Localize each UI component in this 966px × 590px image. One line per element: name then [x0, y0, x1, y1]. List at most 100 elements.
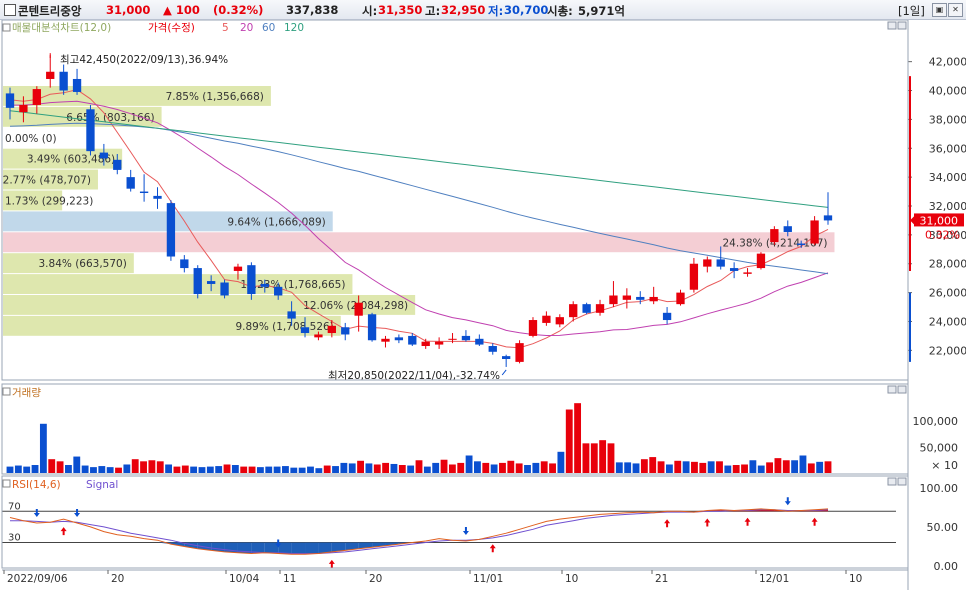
- candle-body: [569, 304, 578, 318]
- rsi-axis-label: 0.00: [934, 560, 959, 573]
- volume-bar: [799, 455, 807, 473]
- volume-bar: [365, 463, 373, 473]
- volume-bar: [465, 455, 473, 473]
- candle-body: [729, 268, 739, 271]
- volume-bar: [540, 461, 548, 473]
- volume-bar: [198, 467, 206, 473]
- volume-bar: [749, 460, 757, 473]
- candle-body: [609, 295, 618, 305]
- volume-bar: [56, 461, 64, 473]
- legend-volume: 거래량: [12, 387, 41, 399]
- rsi-oversold-fill: [372, 542, 386, 548]
- volume-bar: [607, 443, 615, 473]
- volume-bar: [123, 464, 131, 473]
- candle-body: [59, 71, 68, 91]
- volume-bar: [824, 461, 832, 473]
- volume-profile-label: 7.85% (1,356,668): [166, 91, 264, 103]
- x-axis-label: 2022/09/06: [7, 573, 68, 585]
- legend-profile: 매물대분석차트(12,0): [12, 22, 111, 34]
- price-axis-label: 40,000: [929, 85, 966, 98]
- volume-bar: [674, 460, 682, 473]
- candle-body: [528, 320, 538, 336]
- candle-body: [247, 265, 256, 295]
- volume-bar: [398, 465, 406, 473]
- volume-bar: [732, 465, 740, 473]
- legend-box-icon: [2, 387, 11, 396]
- volume-bar: [240, 466, 248, 473]
- volume-bar: [640, 459, 648, 473]
- volume-bar: [649, 457, 657, 473]
- candle-body: [488, 346, 497, 352]
- volume-bar: [81, 465, 89, 473]
- open-label: 시:: [362, 4, 378, 18]
- candle-body: [300, 327, 310, 334]
- candle-body: [180, 259, 189, 269]
- volume-bar: [624, 462, 632, 473]
- candle-body: [649, 296, 658, 302]
- volume-bar: [482, 462, 490, 473]
- volume-bar: [206, 466, 214, 473]
- candle-body: [32, 89, 41, 105]
- volume-bar: [181, 465, 189, 473]
- candle-body: [153, 195, 162, 199]
- panel-close-icon: [897, 21, 907, 30]
- volume-bar: [782, 460, 790, 473]
- volume-bar: [557, 451, 565, 473]
- candle-body: [743, 272, 752, 274]
- candle-body: [421, 341, 430, 347]
- candle-body: [113, 159, 122, 170]
- period-selector[interactable]: [1일]: [898, 4, 925, 18]
- high-label: 고:: [425, 4, 441, 18]
- legend-rsi: RSI(14,6): [12, 479, 61, 491]
- price-axis-label: 24,000: [929, 315, 966, 328]
- x-axis-label: 11: [283, 573, 296, 585]
- volume-bar: [565, 409, 573, 473]
- open-value: 31,350: [378, 3, 423, 17]
- volume-bar: [265, 466, 273, 473]
- volume-bar: [140, 461, 147, 473]
- volume-bar: [423, 466, 431, 473]
- candle-body: [220, 282, 229, 296]
- volume-bar: [298, 467, 306, 473]
- volume-bar: [774, 458, 782, 473]
- volume-bar: [156, 461, 164, 473]
- x-axis-label: 20: [111, 573, 124, 585]
- volume-bar: [532, 462, 540, 473]
- candle-body: [475, 338, 484, 345]
- panel-frame: [1, 383, 909, 475]
- stock-chart: 7.85% (1,356,668)6.65% (803,166)0.00% (0…: [0, 20, 966, 590]
- volume-bar: [582, 443, 590, 473]
- sell-arrow-icon: [74, 509, 81, 517]
- candle-body: [461, 335, 471, 341]
- candle-body: [233, 266, 243, 271]
- rsi-oversold-fill: [237, 542, 252, 554]
- close-icon[interactable]: ✕: [948, 3, 963, 17]
- volume-bar: [499, 462, 506, 473]
- volume-bar: [282, 466, 289, 473]
- volume-axis-label: 50,000: [920, 442, 959, 455]
- volume-bar: [407, 465, 415, 473]
- panel-frame: [1, 20, 909, 381]
- volume-bar: [215, 466, 223, 473]
- volume-profile-band: [3, 190, 63, 211]
- candle-body: [19, 104, 28, 113]
- price-axis-label: 34,000: [929, 171, 966, 184]
- rsi-oversold-fill: [291, 542, 306, 555]
- sell-arrow-icon: [33, 509, 40, 517]
- checkbox-icon[interactable]: [4, 4, 16, 16]
- candle-body: [72, 78, 82, 92]
- price-pointer-icon: [910, 216, 914, 225]
- volume-axis-label: × 10: [931, 459, 958, 472]
- volume-bar: [248, 466, 256, 473]
- price-change-pct: (0.32%): [213, 3, 264, 17]
- volume-bar: [524, 465, 531, 473]
- volume-bar: [457, 462, 465, 473]
- restore-icon[interactable]: ▣: [932, 3, 947, 17]
- volume-bar: [231, 465, 239, 473]
- volume-bar: [332, 466, 339, 473]
- volume-profile-band: [3, 232, 835, 253]
- candle-body: [622, 295, 632, 300]
- buy-arrow-icon: [489, 544, 496, 553]
- candle-body: [595, 304, 605, 313]
- volume-bar: [290, 467, 298, 473]
